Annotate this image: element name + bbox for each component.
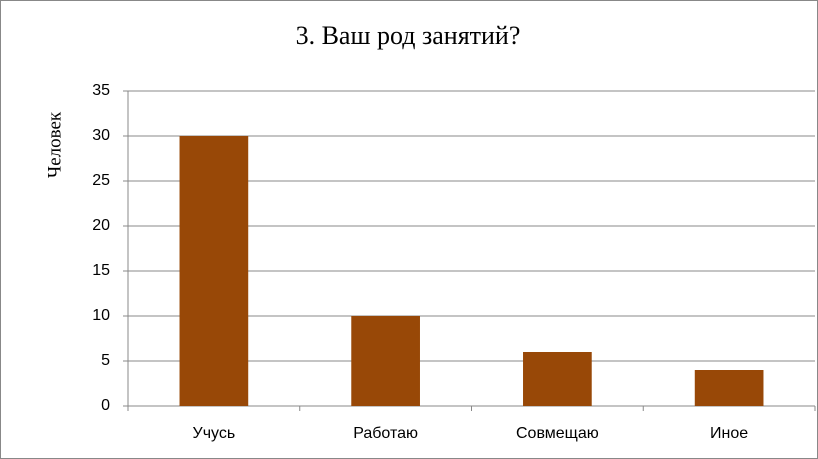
y-tick-label: 15 (92, 262, 110, 279)
y-tick-label: 5 (101, 352, 110, 369)
y-axis-label: Человек (44, 111, 65, 178)
y-tick-label: 10 (92, 307, 110, 324)
bar (179, 136, 249, 406)
bar (523, 352, 592, 406)
y-tick-label: 35 (92, 82, 110, 99)
x-tick-label: Работаю (353, 425, 418, 442)
x-tick-label: Совмещаю (516, 425, 599, 442)
x-tick-label: Иное (710, 425, 748, 442)
x-tick-label: Учусь (193, 425, 236, 442)
bar (351, 316, 420, 406)
y-tick-label: 30 (92, 127, 110, 144)
y-tick-label: 20 (92, 217, 110, 234)
y-tick-label: 25 (92, 172, 110, 189)
bar (694, 370, 764, 406)
chart-title: 3. Ваш род занятий? (296, 21, 521, 50)
y-tick-label: 0 (101, 397, 110, 414)
